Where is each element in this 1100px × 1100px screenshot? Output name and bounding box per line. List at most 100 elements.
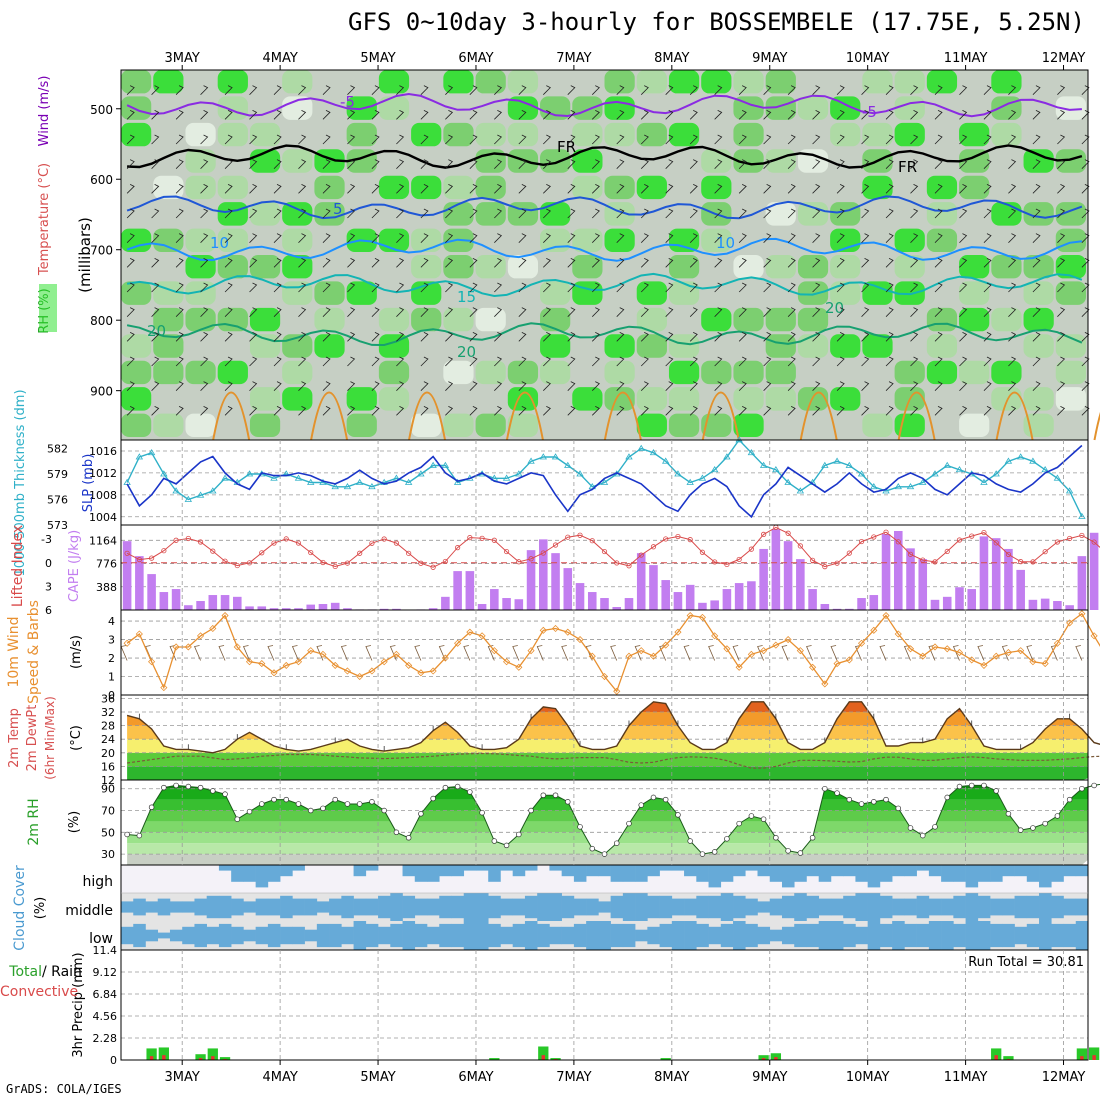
orange-contour <box>897 391 936 441</box>
li-marker <box>920 557 926 563</box>
rh-marker <box>222 791 228 797</box>
wind-barb <box>787 183 796 194</box>
cloud-cell-high <box>757 865 771 877</box>
wind-barb <box>934 331 943 342</box>
cloud-cell-high <box>708 865 722 888</box>
li-marker <box>222 558 228 564</box>
li-marker <box>785 530 791 536</box>
rh-patch <box>475 122 506 147</box>
rh-patch <box>959 413 990 437</box>
wind-barb <box>689 109 698 120</box>
wind-barb <box>273 233 282 243</box>
precip-total-bar <box>660 1058 671 1060</box>
wind-barb <box>224 183 233 194</box>
wind-marker <box>1053 639 1061 647</box>
wind-barb <box>714 134 723 145</box>
li-marker <box>516 559 522 565</box>
rh-tick: 70 <box>101 805 115 818</box>
wind-marker <box>772 641 780 649</box>
wind-barb <box>224 405 233 416</box>
rh-marker <box>234 816 241 822</box>
wind-barb <box>567 134 576 145</box>
rh-patch <box>475 149 506 173</box>
wind-barb <box>861 208 870 219</box>
wind-barb <box>494 233 503 243</box>
rh-patch <box>378 175 410 200</box>
wind-marker <box>539 626 547 634</box>
li-marker <box>430 564 436 570</box>
rh-marker <box>259 801 265 807</box>
wind-barb <box>959 282 968 293</box>
li-marker <box>846 550 852 556</box>
date-label-top: 4MAY <box>262 51 297 66</box>
wind-barb <box>543 208 551 219</box>
cloud-cell-low <box>206 926 220 945</box>
cloud-cell-low <box>390 923 403 948</box>
wind-barb <box>812 405 821 416</box>
wind-barb <box>371 208 380 219</box>
cloud-cell-middle <box>218 895 232 919</box>
rh-marker <box>883 796 889 803</box>
rh-marker <box>858 801 865 807</box>
cloud-cell-high <box>892 865 905 877</box>
rh-patch <box>701 413 732 437</box>
wind-barb <box>665 85 674 95</box>
li-marker <box>724 561 730 568</box>
wind-marker <box>196 632 205 640</box>
wind-barb <box>983 85 992 95</box>
cloud-cell-high <box>512 865 526 877</box>
wind-marker <box>674 628 682 636</box>
wind-barb <box>371 109 380 120</box>
wind-barb <box>494 356 503 367</box>
rh-marker <box>173 782 179 789</box>
rh-patch <box>153 175 184 200</box>
wind-barb <box>543 233 551 243</box>
wind-marker <box>270 669 278 677</box>
cloud-cell-middle <box>365 898 379 916</box>
wind-barb <box>1032 381 1041 391</box>
wind-barb <box>689 208 698 219</box>
rh-marker <box>662 796 669 803</box>
wind-barb <box>763 233 772 243</box>
wind-marker <box>882 611 890 620</box>
wind-barb <box>861 109 870 120</box>
cloud-cell-middle <box>586 898 599 916</box>
wind-barb <box>689 233 698 243</box>
wind-barb <box>175 307 184 317</box>
wind-barb <box>665 109 674 120</box>
rh-patch <box>797 334 829 358</box>
cloud-cell-low <box>708 926 722 945</box>
wind-barb <box>518 331 527 342</box>
cloud-cell-low <box>500 926 513 945</box>
wind-barb <box>347 405 356 416</box>
ylabel-wind-sub: Speed & Barbs <box>26 600 42 704</box>
rh-patch <box>507 122 539 147</box>
cloud-cell-middle <box>1063 898 1077 916</box>
wind-marker <box>613 687 621 695</box>
wind-barb <box>518 381 527 391</box>
cloud-cell-high <box>867 865 881 888</box>
wind-barb <box>224 282 233 293</box>
wind-barb <box>200 159 209 169</box>
thickness-marker <box>270 474 278 481</box>
cloud-cell-high <box>635 865 648 882</box>
wind-barb <box>371 381 380 391</box>
rh-marker <box>760 816 767 822</box>
rh-patch <box>217 255 248 279</box>
wind-marker <box>160 684 168 692</box>
wind-barb <box>543 307 551 317</box>
precip-conv-bar <box>198 1058 203 1060</box>
wind-barb <box>1081 405 1090 416</box>
rh-patch <box>1055 387 1086 411</box>
cloud-cell-low <box>524 921 538 950</box>
wind-barb-10m <box>634 645 642 661</box>
wind-barb <box>640 356 649 367</box>
wind-barb <box>763 159 772 169</box>
rh-patch <box>604 175 635 200</box>
rh-tick: 30 <box>101 848 115 861</box>
wind-barb <box>273 307 282 317</box>
cloud-cell-middle <box>745 898 758 916</box>
wind-marker <box>135 630 143 638</box>
rh-patch <box>1023 202 1054 226</box>
cloud-cell-high <box>977 865 991 882</box>
